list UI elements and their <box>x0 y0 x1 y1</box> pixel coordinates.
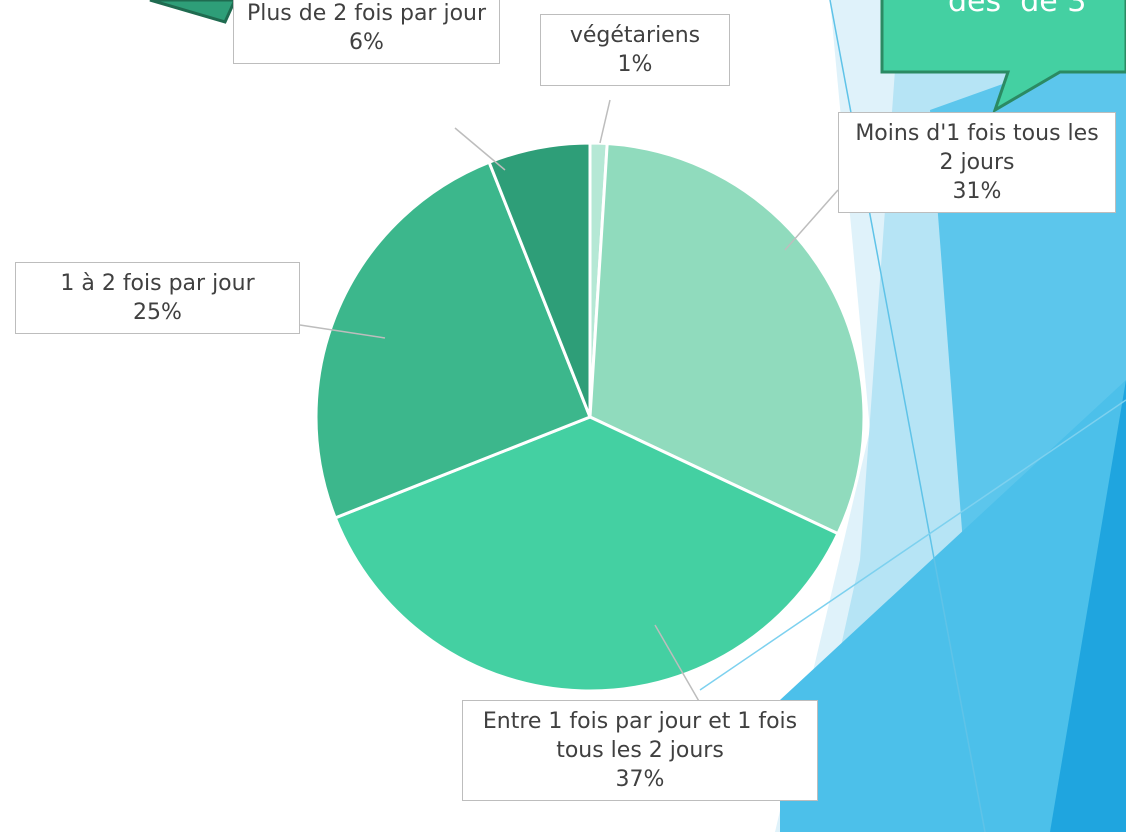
label-category: Moins d'1 fois tous les 2 jours <box>847 119 1107 177</box>
label-value: 31% <box>847 177 1107 206</box>
label-category: Entre 1 fois par jour et 1 fois tous les… <box>471 707 809 765</box>
label-value: 6% <box>242 28 491 57</box>
leader-line <box>785 190 838 250</box>
label-category: végétariens <box>549 21 721 50</box>
leader-line <box>600 100 610 143</box>
data-label: Entre 1 fois par jour et 1 fois tous les… <box>462 700 818 801</box>
label-value: 1% <box>549 50 721 79</box>
slide: des de 3 végétariens1% Moins d'1 fois tou… <box>0 0 1126 832</box>
label-value: 37% <box>471 765 809 794</box>
callout-text: des de 3 <box>948 0 1086 19</box>
label-value: 25% <box>24 298 291 327</box>
label-category: 1 à 2 fois par jour <box>24 269 291 298</box>
leader-line <box>455 128 505 170</box>
arrow-shape <box>150 0 235 22</box>
label-category: Plus de 2 fois par jour <box>242 0 491 28</box>
pie <box>316 143 864 691</box>
